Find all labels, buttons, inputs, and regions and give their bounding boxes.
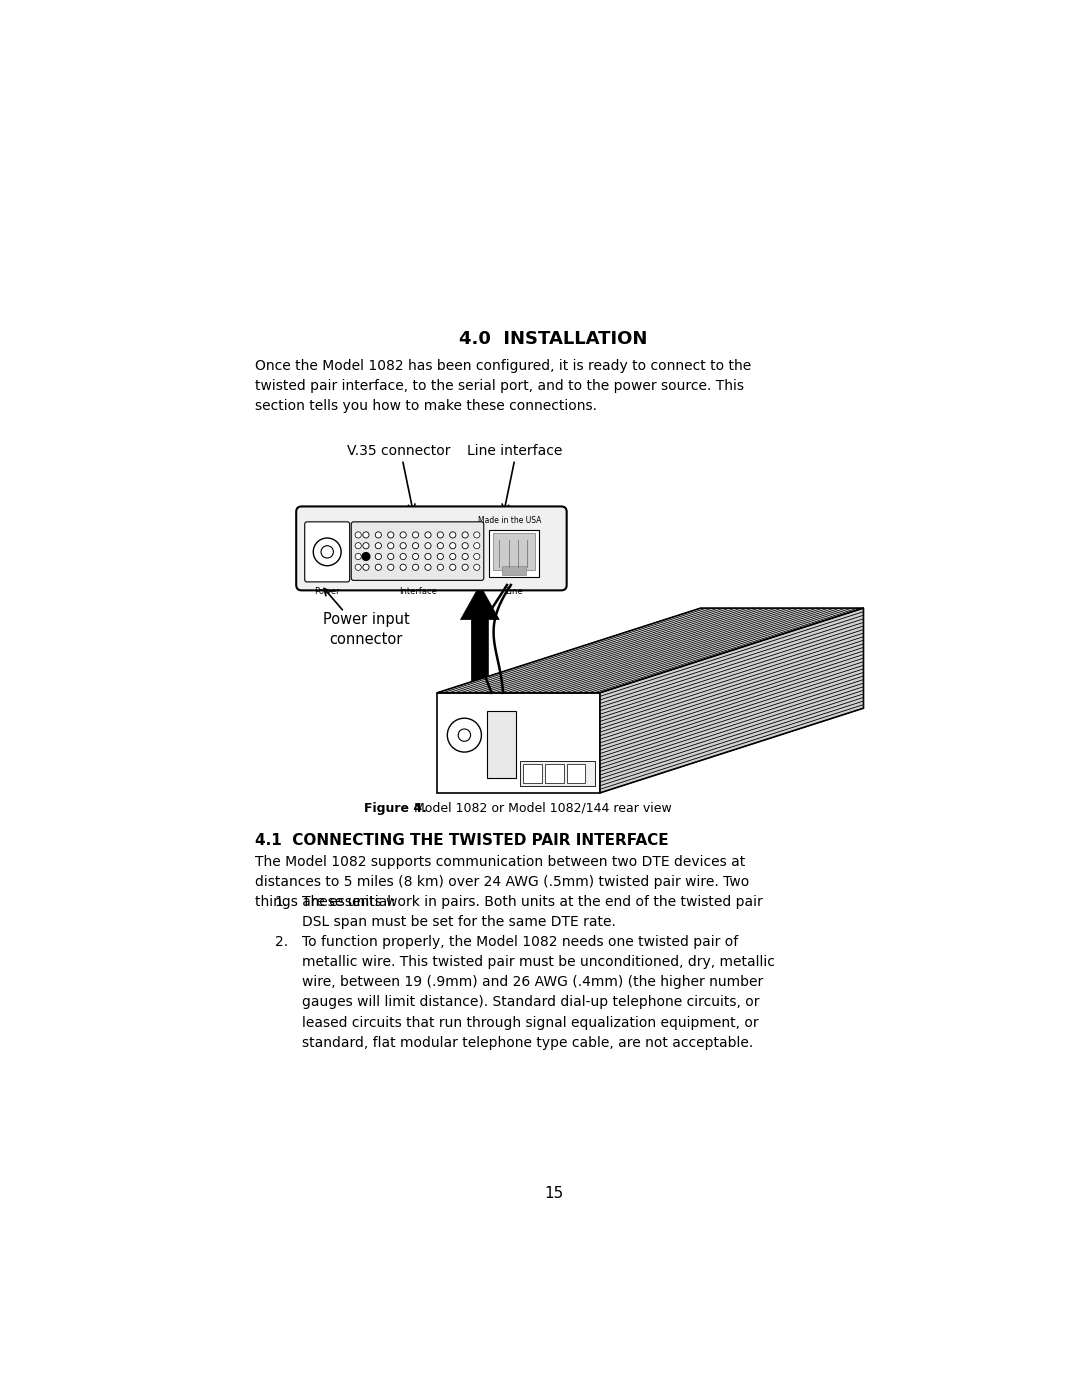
Circle shape — [462, 532, 469, 538]
Text: 15: 15 — [544, 1186, 563, 1201]
Circle shape — [388, 564, 394, 570]
FancyBboxPatch shape — [305, 522, 350, 583]
Text: V.35 connector: V.35 connector — [347, 444, 450, 458]
Text: Figure 4.: Figure 4. — [364, 802, 427, 814]
Circle shape — [437, 532, 444, 538]
Text: 4.1  CONNECTING THE TWISTED PAIR INTERFACE: 4.1 CONNECTING THE TWISTED PAIR INTERFAC… — [255, 833, 669, 848]
Circle shape — [474, 542, 480, 549]
Polygon shape — [437, 693, 600, 793]
Circle shape — [474, 532, 480, 538]
Circle shape — [437, 542, 444, 549]
Circle shape — [400, 564, 406, 570]
Circle shape — [462, 553, 469, 560]
FancyBboxPatch shape — [351, 522, 484, 580]
Circle shape — [355, 553, 362, 560]
Text: Power: Power — [314, 587, 340, 595]
Circle shape — [449, 542, 456, 549]
Text: These units work in pairs. Both units at the end of the twisted pair
DSL span mu: These units work in pairs. Both units at… — [301, 895, 762, 929]
Polygon shape — [600, 608, 864, 793]
Circle shape — [413, 542, 419, 549]
FancyBboxPatch shape — [545, 764, 564, 782]
Circle shape — [321, 546, 334, 557]
Circle shape — [355, 564, 362, 570]
Circle shape — [424, 553, 431, 560]
Text: The Model 1082 supports communication between two DTE devices at
distances to 5 : The Model 1082 supports communication be… — [255, 855, 750, 909]
FancyBboxPatch shape — [524, 764, 542, 782]
Text: Interface: Interface — [399, 587, 436, 595]
Circle shape — [474, 553, 480, 560]
Circle shape — [400, 532, 406, 538]
Text: To function properly, the Model 1082 needs one twisted pair of
metallic wire. Th: To function properly, the Model 1082 nee… — [301, 936, 774, 1049]
FancyBboxPatch shape — [296, 507, 567, 591]
Text: Model 1082 or Model 1082/144 rear view: Model 1082 or Model 1082/144 rear view — [410, 802, 672, 814]
Circle shape — [388, 553, 394, 560]
Circle shape — [313, 538, 341, 566]
FancyBboxPatch shape — [494, 534, 535, 570]
Circle shape — [424, 564, 431, 570]
Circle shape — [363, 542, 369, 549]
Circle shape — [424, 542, 431, 549]
Circle shape — [447, 718, 482, 752]
Text: 2.: 2. — [274, 936, 287, 950]
Text: Made in the USA: Made in the USA — [478, 515, 542, 525]
FancyBboxPatch shape — [521, 761, 595, 787]
Circle shape — [363, 532, 369, 538]
Circle shape — [413, 532, 419, 538]
Circle shape — [400, 542, 406, 549]
Text: Line interface: Line interface — [467, 444, 563, 458]
FancyBboxPatch shape — [567, 764, 585, 782]
Circle shape — [363, 564, 369, 570]
Circle shape — [388, 532, 394, 538]
Circle shape — [355, 542, 362, 549]
Text: 4.0  INSTALLATION: 4.0 INSTALLATION — [459, 330, 648, 348]
Text: Power input
connector: Power input connector — [323, 612, 409, 647]
Circle shape — [375, 532, 381, 538]
FancyBboxPatch shape — [489, 529, 539, 577]
Polygon shape — [460, 585, 499, 719]
Circle shape — [449, 532, 456, 538]
Circle shape — [437, 553, 444, 560]
Circle shape — [413, 553, 419, 560]
Circle shape — [449, 553, 456, 560]
FancyBboxPatch shape — [487, 711, 515, 778]
Circle shape — [375, 553, 381, 560]
Circle shape — [413, 564, 419, 570]
Text: 1.: 1. — [274, 895, 287, 909]
Text: Line: Line — [505, 587, 523, 595]
Circle shape — [362, 553, 369, 560]
Circle shape — [449, 564, 456, 570]
Circle shape — [424, 532, 431, 538]
Circle shape — [375, 564, 381, 570]
Circle shape — [437, 564, 444, 570]
Circle shape — [388, 542, 394, 549]
Text: Once the Model 1082 has been configured, it is ready to connect to the
twisted p: Once the Model 1082 has been configured,… — [255, 359, 752, 414]
Circle shape — [355, 532, 362, 538]
Circle shape — [462, 564, 469, 570]
Circle shape — [462, 542, 469, 549]
Circle shape — [458, 729, 471, 742]
FancyBboxPatch shape — [501, 566, 526, 576]
Circle shape — [375, 542, 381, 549]
Circle shape — [474, 564, 480, 570]
Polygon shape — [437, 608, 864, 693]
Circle shape — [400, 553, 406, 560]
